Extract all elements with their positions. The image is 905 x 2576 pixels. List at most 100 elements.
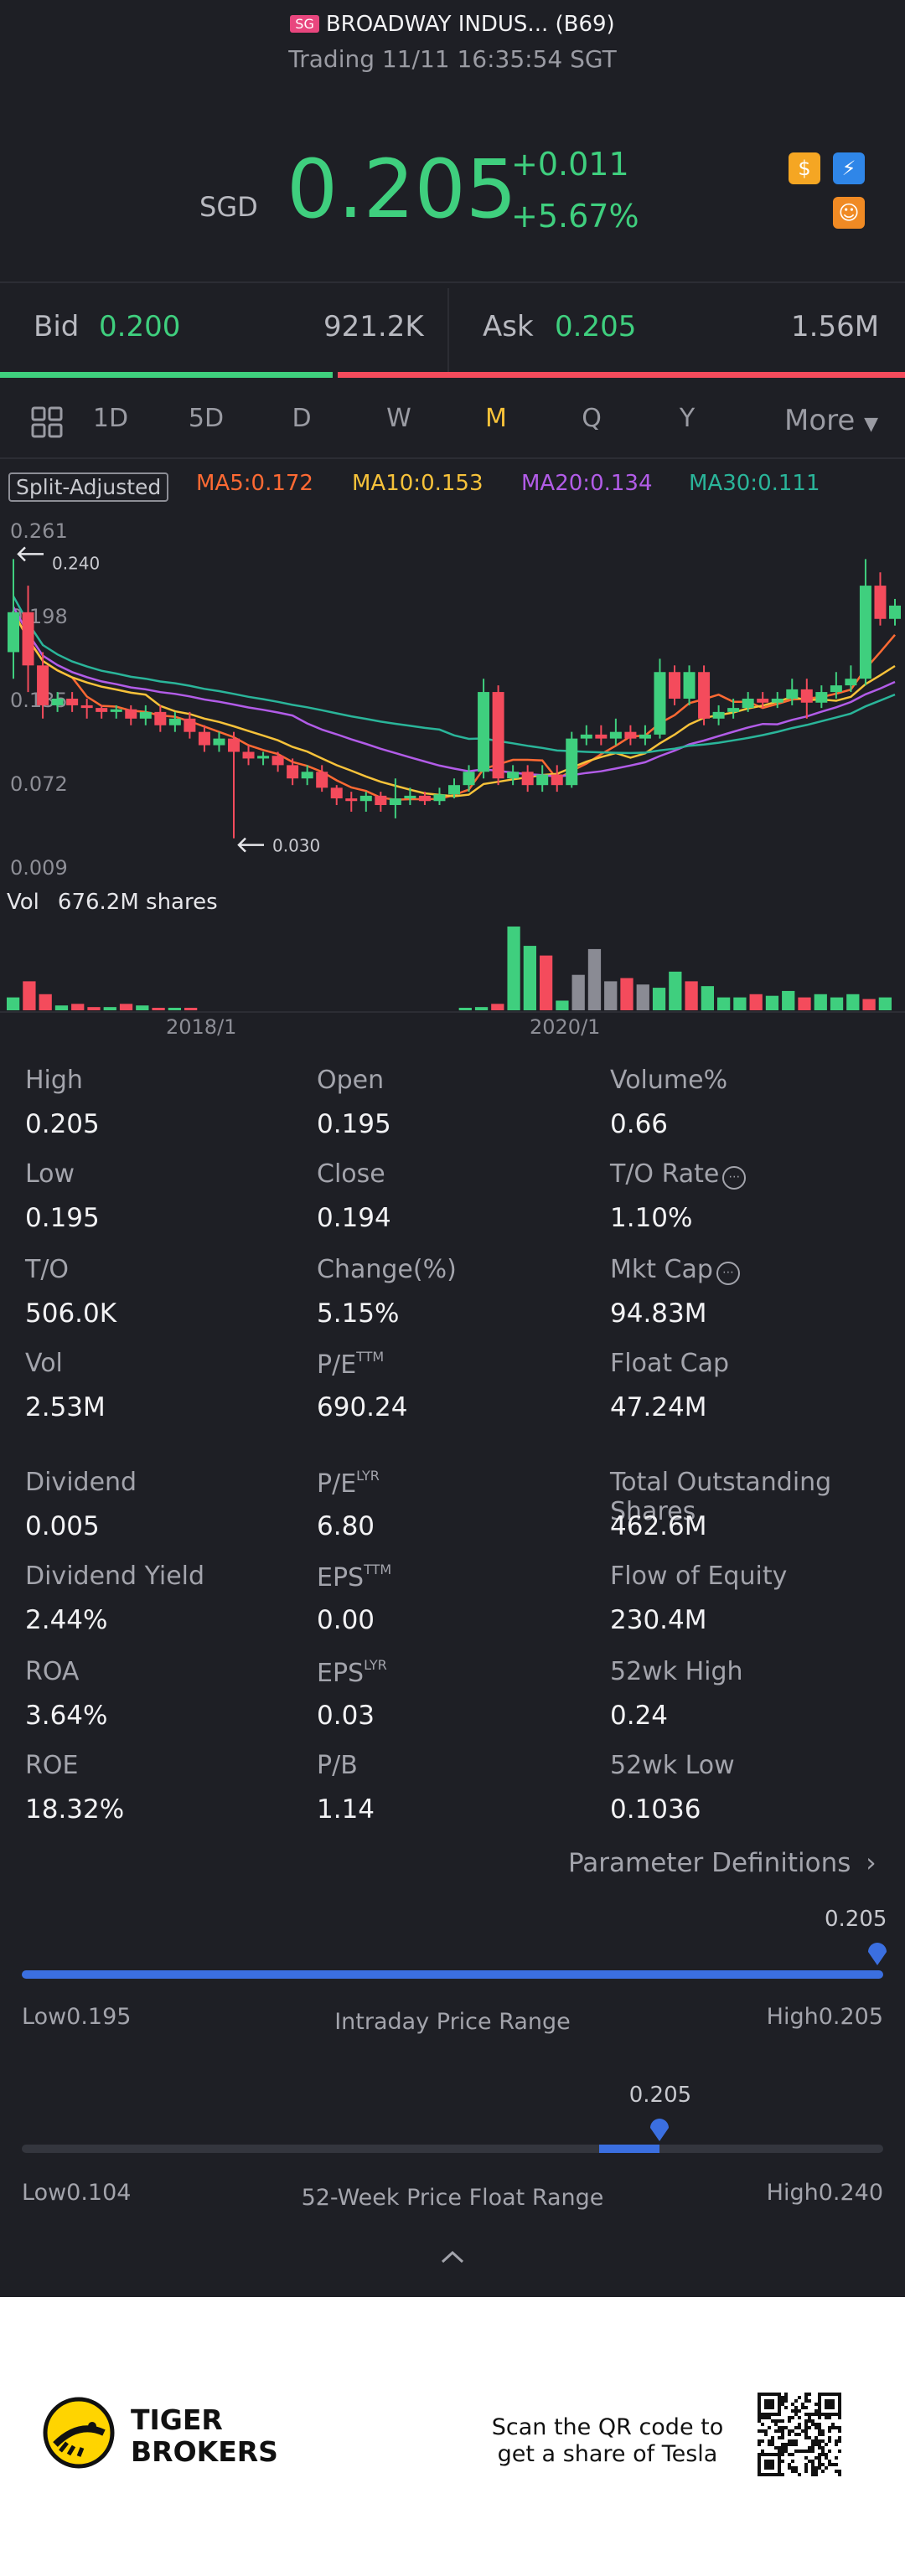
volume-bar bbox=[765, 995, 779, 1010]
ma-legend-0: MA5:0.172 bbox=[196, 471, 313, 496]
volume-bar bbox=[862, 999, 876, 1010]
stat-label: EPSLYR bbox=[317, 1657, 387, 1688]
volume-bar bbox=[878, 997, 892, 1010]
candle bbox=[433, 787, 446, 805]
stat-value: 0.1036 bbox=[610, 1794, 701, 1825]
stat-value: 0.03 bbox=[317, 1701, 375, 1731]
split-adjusted-toggle[interactable]: Split-Adjusted bbox=[8, 472, 169, 502]
stat-value: 18.32% bbox=[25, 1794, 125, 1825]
dollar-icon[interactable]: $ bbox=[789, 152, 820, 184]
price-change-percent: +5.67% bbox=[511, 198, 639, 235]
intraday-pin-icon bbox=[865, 1937, 890, 1970]
candle bbox=[198, 725, 210, 752]
chevron-down-icon: ▼ bbox=[864, 414, 879, 435]
candle bbox=[786, 679, 799, 705]
tab-q[interactable]: Q bbox=[582, 404, 602, 433]
stat-value: 506.0K bbox=[25, 1298, 117, 1329]
candle bbox=[22, 586, 34, 693]
tab-w[interactable]: W bbox=[386, 404, 411, 433]
stat-value: 3.64% bbox=[25, 1701, 108, 1731]
candle bbox=[845, 665, 857, 693]
candle bbox=[859, 559, 871, 686]
stat-label: T/O bbox=[25, 1255, 70, 1284]
face-icon[interactable]: ☺ bbox=[833, 197, 865, 229]
tab-more[interactable]: More ▼ bbox=[784, 404, 879, 437]
brand-line-2: BROKERS bbox=[131, 2435, 278, 2468]
candle bbox=[418, 792, 431, 805]
y-tick-4: 0.009 bbox=[10, 856, 68, 880]
candle bbox=[375, 792, 387, 812]
volume-bar bbox=[685, 981, 698, 1010]
candle bbox=[287, 758, 299, 786]
collapse-chevron-up-icon[interactable] bbox=[440, 2248, 465, 2269]
candle bbox=[139, 705, 152, 725]
volume-bar bbox=[458, 1008, 472, 1010]
tab-5d[interactable]: 5D bbox=[188, 404, 225, 433]
candle bbox=[698, 665, 711, 725]
candle bbox=[492, 685, 504, 786]
info-icon[interactable]: ⋯ bbox=[722, 1166, 747, 1190]
volume-bar bbox=[168, 1008, 181, 1010]
intraday-current-value: 0.205 bbox=[825, 1907, 887, 1932]
ma-legend-2: MA20:0.134 bbox=[521, 471, 653, 496]
volume-bar bbox=[103, 1007, 116, 1010]
candle bbox=[551, 765, 563, 792]
qr-code-icon[interactable] bbox=[758, 2393, 841, 2476]
candle bbox=[242, 745, 255, 766]
week52-title: 52-Week Price Float Range bbox=[301, 2185, 604, 2211]
stat-value: 0.24 bbox=[610, 1701, 669, 1731]
stat-label: Dividend bbox=[25, 1468, 137, 1497]
volume-bar bbox=[136, 1005, 149, 1010]
flash-icon[interactable]: ⚡ bbox=[833, 152, 865, 184]
y-tick-3: 0.072 bbox=[10, 772, 68, 796]
tab-1d[interactable]: 1D bbox=[92, 404, 129, 433]
candle bbox=[595, 725, 608, 746]
candle bbox=[478, 679, 490, 779]
min-price-marker: 0.030 bbox=[237, 836, 320, 856]
volume-bar bbox=[540, 955, 553, 1010]
market-badge: SG bbox=[290, 15, 319, 33]
stat-value: 2.53M bbox=[25, 1392, 106, 1422]
volume-bar bbox=[701, 986, 714, 1010]
x-tick-2020: 2020/1 bbox=[530, 1015, 601, 1039]
stat-label: Flow of Equity bbox=[610, 1562, 788, 1591]
intraday-low: Low0.195 bbox=[22, 2004, 132, 2030]
candle bbox=[771, 692, 783, 709]
volume-bar bbox=[620, 978, 634, 1010]
candle bbox=[566, 731, 578, 788]
stat-value: 0.66 bbox=[610, 1109, 669, 1139]
stat-label: Close bbox=[317, 1159, 385, 1189]
tab-y[interactable]: Y bbox=[679, 404, 696, 433]
candle bbox=[536, 765, 549, 792]
grid-icon[interactable] bbox=[30, 405, 64, 442]
stat-label: Change(%) bbox=[317, 1255, 457, 1284]
stat-value: 2.44% bbox=[25, 1605, 108, 1635]
volume-bar bbox=[184, 1008, 198, 1010]
candle bbox=[316, 765, 328, 792]
candle bbox=[80, 699, 93, 719]
candle bbox=[654, 658, 666, 739]
candle bbox=[228, 731, 240, 839]
candle bbox=[96, 705, 108, 719]
ma-legend-1: MA10:0.153 bbox=[352, 471, 484, 496]
info-icon[interactable]: ⋯ bbox=[716, 1262, 740, 1285]
tab-d[interactable]: D bbox=[292, 404, 312, 433]
candle bbox=[37, 652, 49, 719]
stat-label: Dividend Yield bbox=[25, 1562, 205, 1591]
candle bbox=[8, 559, 19, 679]
tiger-logo-icon bbox=[42, 2396, 116, 2473]
candle bbox=[507, 765, 520, 786]
candle bbox=[669, 665, 680, 705]
parameter-definitions-link[interactable]: Parameter Definitions › bbox=[568, 1848, 877, 1878]
candle bbox=[51, 692, 64, 712]
volume-bar bbox=[87, 1007, 101, 1010]
bid-label: Bid bbox=[34, 310, 80, 343]
tab-m[interactable]: M bbox=[485, 404, 507, 433]
stat-value: 230.4M bbox=[610, 1605, 707, 1635]
candle bbox=[463, 765, 475, 792]
volume-bar bbox=[7, 997, 20, 1010]
ma-legend-3: MA30:0.111 bbox=[689, 471, 820, 496]
intraday-title: Intraday Price Range bbox=[334, 2009, 571, 2035]
volume-label: Vol 676.2M shares bbox=[7, 890, 218, 915]
